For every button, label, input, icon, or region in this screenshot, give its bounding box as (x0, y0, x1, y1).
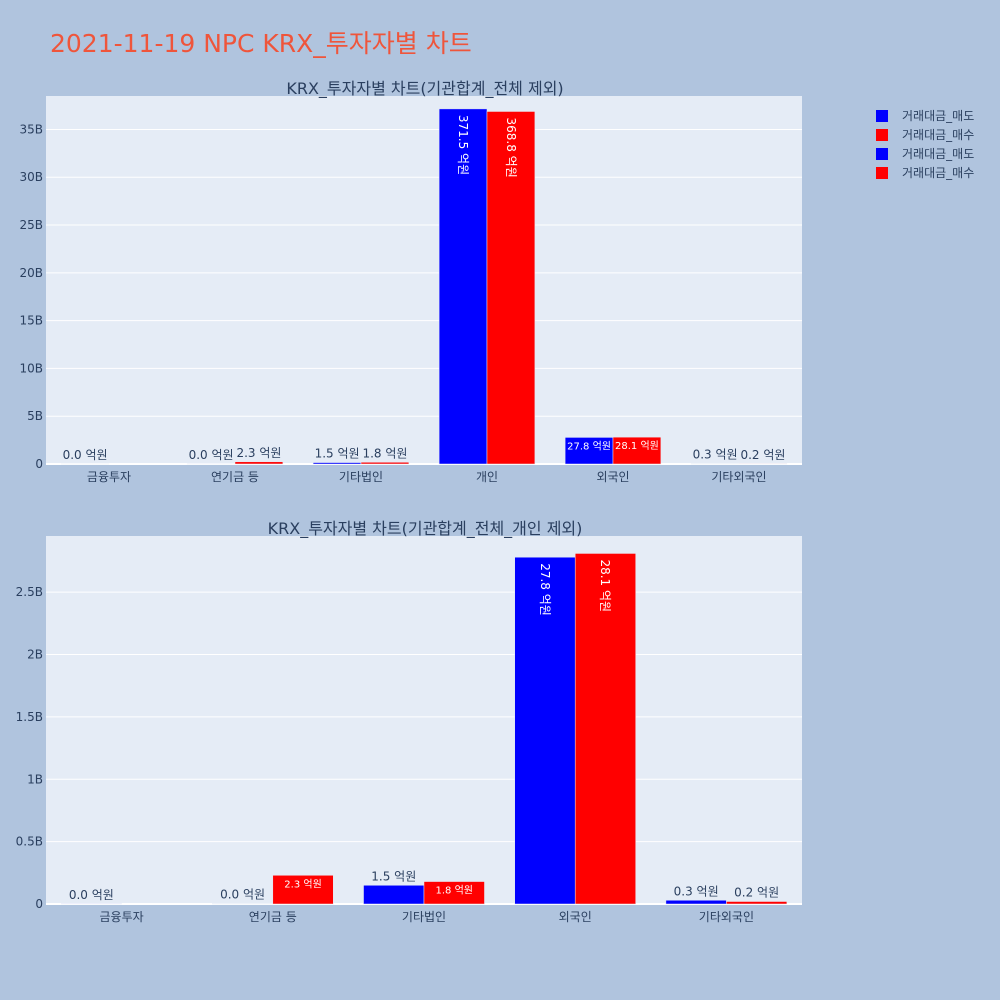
plot-area (46, 96, 802, 464)
x-tick-label: 연기금 등 (249, 910, 297, 924)
data-label: 368.8 억원 (504, 117, 518, 177)
x-tick-label: 기타법인 (339, 470, 383, 484)
bar-buy (272, 875, 334, 905)
data-label: 28.1 억원 (598, 559, 612, 612)
bar-sell (312, 462, 362, 465)
x-tick-label: 개인 (476, 470, 498, 484)
x-tick-label: 외국인 (596, 470, 629, 484)
data-label: 0.0 억원 (63, 448, 108, 462)
bar-buy (612, 436, 662, 465)
chart-title: KRX_투자자별 차트(기관합계_전체 제외) (286, 79, 563, 99)
bar-buy (726, 901, 788, 905)
page-title: 2021-11-19 NPC KRX_투자자별 차트 (50, 29, 472, 58)
y-tick-label: 25B (19, 218, 43, 232)
y-tick-label: 0 (35, 457, 43, 471)
y-tick-label: 5B (27, 409, 43, 423)
bar-sell (564, 437, 614, 465)
bar-sell (363, 885, 425, 905)
x-tick-label: 기타외국인 (699, 910, 754, 924)
y-tick-label: 2.5B (16, 585, 43, 599)
x-tick-label: 금융투자 (87, 470, 131, 484)
x-tick-label: 외국인 (559, 910, 592, 924)
data-label: 0.0 억원 (69, 888, 114, 902)
data-label: 28.1 억원 (615, 440, 659, 452)
data-label: 27.8 억원 (567, 440, 611, 452)
bar-buy (423, 881, 485, 905)
chart-2: 0 0.5B 1B 1.5B 2B 2.5B KRX_투자자별 차트(기관합계_전체_개인 … (16, 519, 802, 924)
data-label: 0.2 억원 (734, 886, 779, 900)
data-label: 2.3 억원 (284, 878, 321, 890)
y-tick-label: 15B (19, 314, 43, 328)
x-tick-label: 금융투자 (100, 910, 144, 924)
x-tick-label: 기타외국인 (711, 470, 766, 484)
bar-sell (438, 108, 488, 465)
data-label: 2.3 억원 (236, 446, 281, 460)
y-tick-label: 0 (35, 897, 43, 911)
y-tick-label: 2B (27, 648, 43, 662)
legend-swatch (876, 110, 888, 122)
plot-area (46, 536, 802, 904)
legend-label: 거래대금_매수 (902, 128, 974, 142)
legend-label: 거래대금_매도 (902, 109, 974, 123)
legend-label: 거래대금_매수 (902, 166, 974, 180)
data-label: 1.8 억원 (362, 446, 407, 460)
data-label: 27.8 억원 (538, 563, 552, 616)
legend-swatch (876, 148, 888, 160)
y-tick-label: 20B (19, 266, 43, 280)
y-tick-label: 1.5B (16, 710, 43, 724)
data-label: 0.3 억원 (693, 448, 738, 462)
data-label: 0.0 억원 (220, 888, 265, 902)
y-tick-label: 30B (19, 170, 43, 184)
data-label: 1.5 억원 (371, 869, 416, 883)
legend-swatch (876, 167, 888, 179)
legend-label: 거래대금_매도 (902, 147, 974, 161)
bar-sell (665, 900, 727, 905)
y-tick-label: 10B (19, 361, 43, 375)
data-label: 1.8 억원 (435, 885, 472, 897)
x-tick-label: 연기금 등 (211, 470, 259, 484)
y-tick-label: 35B (19, 122, 43, 136)
data-label: 0.0 억원 (189, 448, 234, 462)
data-label: 0.2 억원 (740, 448, 785, 462)
data-label: 1.5 억원 (315, 447, 360, 461)
legend-swatch (876, 129, 888, 141)
bar-buy (234, 461, 284, 465)
chart-1: 0 5B 10B 15B 20B 25B 30B 35B KRX_투자자별 차트(기관합계_전체… (19, 79, 802, 484)
chart-title: KRX_투자자별 차트(기관합계_전체_개인 제외) (268, 519, 583, 539)
y-tick-label: 1B (27, 772, 43, 786)
bar-buy (486, 111, 536, 465)
y-tick-label: 0.5B (16, 835, 43, 849)
bar-buy (574, 553, 636, 905)
data-label: 0.3 억원 (674, 884, 719, 898)
x-tick-label: 기타법인 (402, 910, 446, 924)
bar-buy (360, 462, 410, 465)
data-label: 371.5 억원 (456, 115, 470, 175)
